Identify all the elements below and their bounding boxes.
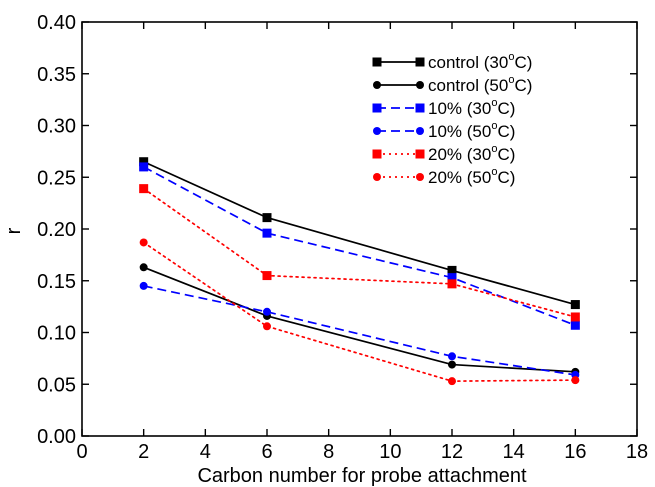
- data-point: [447, 265, 457, 275]
- legend: control (30oC)control (50oC)10% (30oC)10…: [372, 51, 532, 187]
- data-point: [262, 271, 272, 281]
- plot-frame: [81, 21, 638, 437]
- data-point: [262, 228, 272, 238]
- legend-marker-left: [373, 127, 381, 135]
- legend-label: 20% (30oC): [428, 143, 515, 164]
- legend-label: control (50oC): [428, 74, 532, 95]
- x-tick-label: 16: [564, 441, 586, 463]
- y-tick-label: 0.40: [37, 12, 76, 34]
- x-tick-label: 2: [138, 441, 149, 463]
- data-point: [139, 157, 149, 167]
- legend-marker-left: [373, 173, 381, 181]
- series-4: [139, 281, 580, 379]
- series-5: [139, 184, 580, 322]
- legend-entry: 20% (30oC): [372, 143, 515, 164]
- y-tick-label: 0.05: [37, 374, 76, 396]
- data-point: [139, 281, 148, 290]
- x-tick-label: 12: [441, 441, 463, 463]
- x-axis-label: Carbon number for probe attachment: [197, 465, 527, 487]
- x-tick-label: 18: [626, 441, 648, 463]
- data-point: [447, 273, 457, 283]
- legend-marker-right: [415, 103, 425, 113]
- data-point: [263, 322, 271, 331]
- data-point: [262, 213, 272, 223]
- series-1: [139, 157, 580, 310]
- plot-area: [81, 21, 638, 437]
- data-point: [448, 377, 456, 386]
- data-point: [570, 312, 580, 322]
- data-point: [139, 238, 148, 247]
- x-tick-label: 6: [261, 441, 272, 463]
- legend-marker-right: [416, 127, 424, 135]
- series-line: [143, 266, 576, 373]
- legend-marker-right: [416, 173, 424, 181]
- series-3: [139, 162, 580, 330]
- y-tick-label: 0.35: [37, 64, 76, 86]
- data-point: [571, 376, 580, 385]
- data-point: [263, 307, 271, 316]
- series-line: [143, 285, 576, 376]
- x-tick-label: 0: [76, 441, 87, 463]
- legend-marker-left: [372, 57, 382, 67]
- y-tick-label: 0.00: [37, 426, 76, 448]
- axes-layer: 0 2 4 6 8 10 12 14 16 18 0.00 0.05 0.10 0.15 0.20 0.25 0…: [37, 12, 648, 463]
- y-tick-label: 0.30: [37, 116, 76, 138]
- legend-marker-right: [415, 149, 425, 159]
- y-tick-label: 0.10: [37, 323, 76, 345]
- legend-entry: 10% (50oC): [373, 120, 515, 141]
- data-point: [448, 352, 456, 361]
- y-tick-label: 0.15: [37, 271, 76, 293]
- y-axis-label: r: [3, 227, 25, 234]
- legend-entry: 10% (30oC): [372, 97, 515, 118]
- legend-entry: 20% (50oC): [373, 166, 515, 187]
- series-6: [139, 238, 580, 386]
- data-point: [448, 360, 456, 369]
- series-line: [143, 160, 576, 306]
- x-tick-label: 4: [200, 441, 211, 463]
- legend-label: control (30oC): [428, 51, 532, 72]
- data-point: [570, 300, 580, 310]
- y-tick-label: 0.20: [37, 219, 76, 241]
- legend-marker-right: [416, 81, 424, 89]
- legend-marker-left: [373, 81, 381, 89]
- legend-label: 10% (30oC): [428, 97, 515, 118]
- x-tick-label: 14: [503, 441, 525, 463]
- series-line: [143, 166, 576, 327]
- data-point: [139, 162, 149, 172]
- data-point: [570, 320, 580, 330]
- legend-entry: control (50oC): [373, 74, 532, 95]
- y-tick-label: 0.25: [37, 167, 76, 189]
- series-layer: [139, 157, 580, 386]
- legend-marker-left: [372, 149, 382, 159]
- data-point: [447, 279, 457, 289]
- legend-label: 10% (50oC): [428, 120, 515, 141]
- data-point: [139, 184, 149, 194]
- legend-label: 20% (50oC): [428, 166, 515, 187]
- x-tick-label: 8: [323, 441, 334, 463]
- legend-entry: control (30oC): [372, 51, 532, 72]
- x-tick-label: 10: [379, 441, 401, 463]
- data-point: [139, 263, 148, 272]
- legend-marker-left: [372, 103, 382, 113]
- legend-marker-right: [415, 57, 425, 67]
- series-line: [142, 241, 577, 382]
